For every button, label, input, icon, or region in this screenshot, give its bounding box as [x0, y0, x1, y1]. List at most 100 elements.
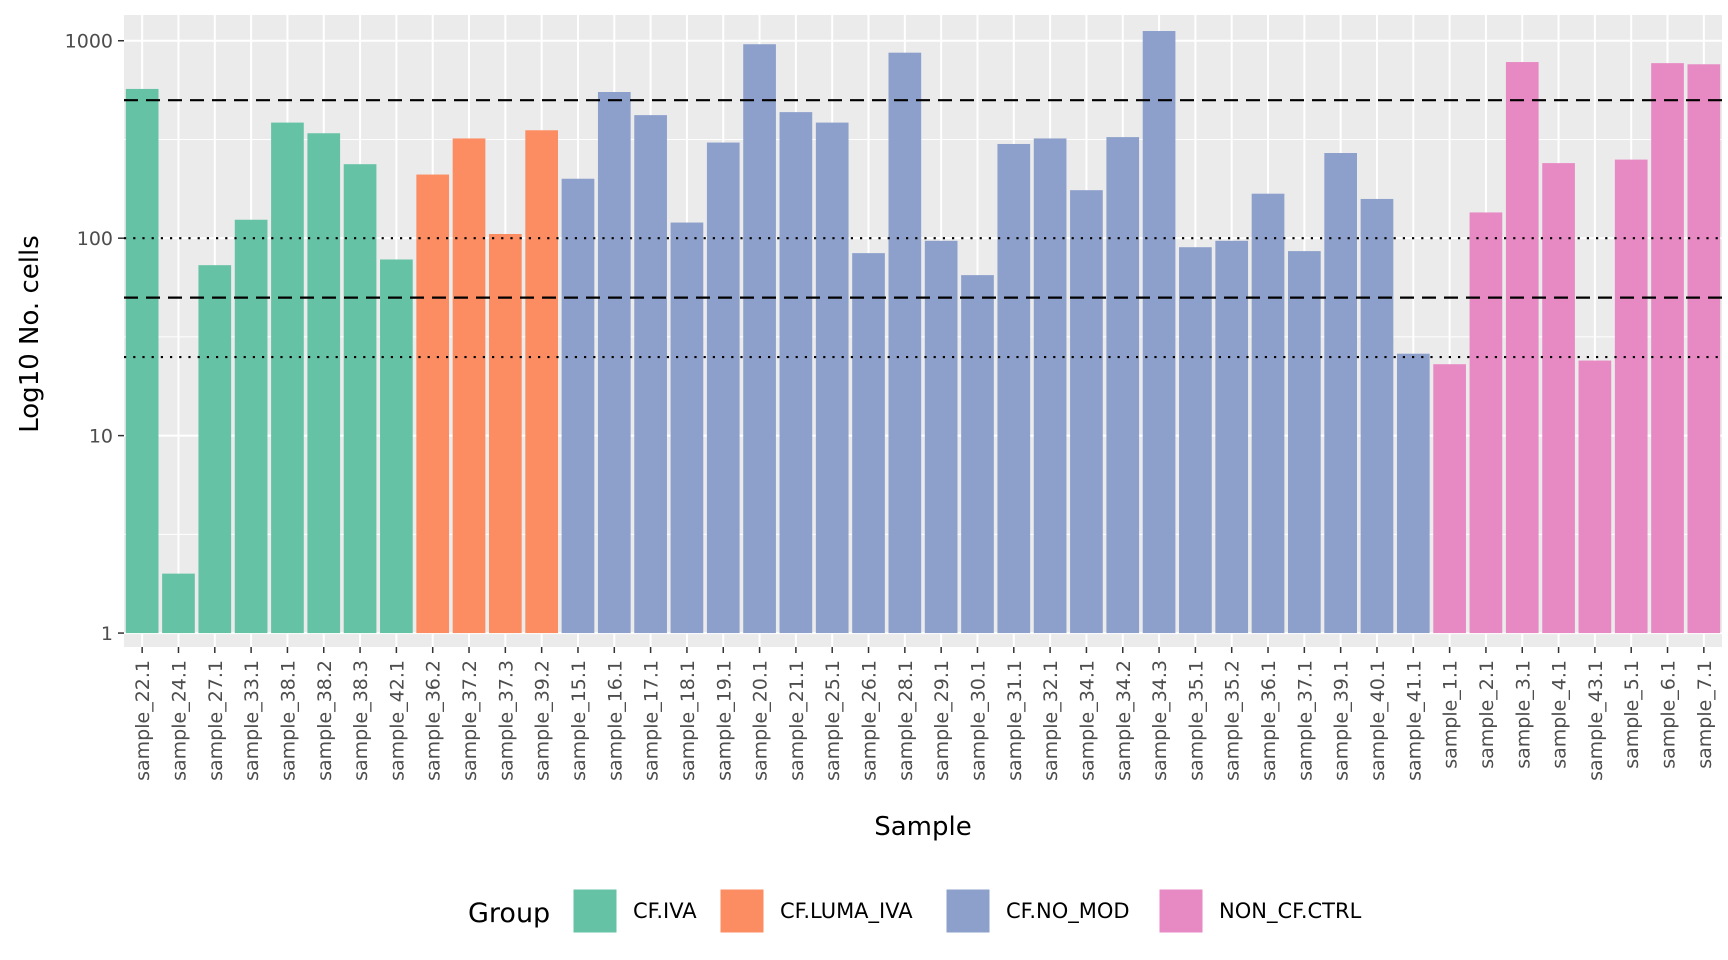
bar-sample_38.2 [307, 133, 341, 634]
x-tick-label: sample_28.1 [895, 660, 917, 781]
x-tick-label: sample_36.2 [423, 660, 445, 781]
bar-sample_35.2 [1215, 240, 1249, 634]
reference-lines [124, 99, 1722, 359]
x-tick-label: sample_31.1 [1004, 660, 1026, 781]
x-tick-label: sample_27.1 [205, 660, 227, 781]
y-axis-title: Log10 No. cells [15, 235, 45, 433]
bar-sample_27.1 [198, 265, 232, 634]
y-tick-label: 1000 [65, 31, 113, 53]
bar-sample_17.1 [634, 115, 667, 634]
bar-sample_37.1 [1287, 251, 1321, 634]
x-tick-label: sample_7.1 [1694, 660, 1716, 769]
bar-sample_34.2 [1106, 137, 1140, 634]
x-tick-label: sample_36.1 [1258, 660, 1280, 781]
x-tick-label: sample_29.1 [931, 660, 953, 781]
bar-sample_33.1 [234, 219, 268, 634]
x-tick-label: sample_30.1 [967, 660, 989, 781]
y-tick-label: 100 [77, 228, 113, 250]
x-tick-label: sample_5.1 [1621, 660, 1643, 769]
x-tick-label: sample_37.1 [1294, 660, 1316, 781]
bar-sample_37.2 [452, 138, 486, 634]
x-tick-label: sample_20.1 [750, 660, 772, 781]
x-tick-label: sample_18.1 [677, 660, 699, 781]
bar-sample_22.1 [125, 88, 159, 634]
bar-sample_29.1 [924, 240, 958, 634]
x-tick-label: sample_35.2 [1222, 660, 1244, 781]
legend-key-CF.LUMA_IVA [719, 888, 765, 934]
x-tick-label: sample_40.1 [1367, 660, 1389, 781]
x-tick-label: sample_37.2 [459, 660, 481, 781]
legend-key-CF.NO_MOD [945, 888, 991, 934]
bar-sample_21.1 [779, 112, 813, 634]
x-tick-label: sample_2.1 [1476, 660, 1498, 769]
legend-label-CF.LUMA_IVA: CF.LUMA_IVA [780, 899, 913, 924]
x-tick-label: sample_38.1 [277, 660, 299, 781]
x-tick-label: sample_38.2 [314, 660, 336, 781]
x-axis: sample_22.1 sample_24.1 sample_27.1 sample_… [132, 647, 1716, 781]
x-tick-label: sample_21.1 [786, 660, 808, 781]
bar-sample_36.1 [1251, 193, 1285, 634]
x-tick-label: sample_22.1 [132, 660, 154, 781]
x-tick-label: sample_38.3 [350, 660, 372, 781]
x-tick-label: sample_42.1 [386, 660, 408, 781]
bar-sample_34.1 [1070, 190, 1103, 634]
x-tick-label: sample_1.1 [1440, 660, 1462, 769]
bar-sample_32.1 [1033, 138, 1067, 634]
bar-sample_31.1 [997, 143, 1031, 634]
bar-sample_16.1 [597, 91, 631, 634]
bar-sample_5.1 [1614, 159, 1648, 634]
y-tick-label: 1 [101, 623, 113, 645]
x-axis-title: Sample [874, 812, 972, 842]
bar-sample_36.2 [416, 174, 450, 634]
legend: Group CF.IVA CF.LUMA_IVA CF.NO_MOD NON_CF.C… [468, 888, 1362, 934]
y-tick-label: 10 [89, 426, 113, 448]
x-tick-label: sample_35.1 [1185, 660, 1207, 781]
x-tick-label: sample_17.1 [641, 660, 663, 781]
legend-label-CF.IVA: CF.IVA [633, 899, 697, 923]
x-tick-label: sample_4.1 [1549, 660, 1571, 769]
bar-sample_19.1 [706, 142, 740, 634]
x-tick-label: sample_15.1 [568, 660, 590, 781]
bar-sample_38.1 [271, 122, 304, 634]
x-tick-label: sample_37.3 [495, 660, 517, 781]
bar-sample_20.1 [743, 44, 776, 634]
legend-title: Group [468, 898, 550, 929]
bar-sample_18.1 [670, 222, 704, 634]
bar-sample_37.3 [488, 233, 522, 634]
bars [125, 31, 1721, 634]
bar-sample_24.1 [162, 573, 195, 634]
bar-sample_1.1 [1433, 364, 1466, 634]
bar-sample_30.1 [961, 275, 994, 634]
y-axis: 1 10 100 1000 [65, 31, 124, 645]
x-tick-label: sample_43.1 [1585, 660, 1607, 781]
bar-sample_15.1 [561, 178, 595, 634]
x-tick-label: sample_32.1 [1040, 660, 1062, 781]
x-tick-label: sample_33.1 [241, 660, 263, 781]
bar-sample_35.1 [1179, 247, 1212, 634]
bar-sample_4.1 [1542, 163, 1575, 634]
bar-sample_43.1 [1578, 360, 1612, 634]
x-tick-label: sample_3.1 [1512, 660, 1534, 769]
bar-sample_41.1 [1396, 353, 1430, 634]
bar-sample_40.1 [1360, 198, 1394, 634]
x-tick-label: sample_34.3 [1149, 660, 1171, 781]
x-tick-label: sample_25.1 [822, 660, 844, 781]
bar-sample_34.3 [1142, 31, 1176, 634]
bar-sample_7.1 [1687, 64, 1721, 634]
x-tick-label: sample_34.2 [1113, 660, 1135, 781]
x-tick-label: sample_24.1 [168, 660, 190, 781]
x-tick-label: sample_39.1 [1331, 660, 1353, 781]
legend-key-NON_CF.CTRL [1158, 888, 1204, 934]
bar-sample_42.1 [380, 259, 413, 634]
legend-key-CF.IVA [572, 888, 618, 934]
x-tick-label: sample_39.2 [532, 660, 554, 781]
x-tick-label: sample_6.1 [1658, 660, 1680, 769]
bar-sample_28.1 [888, 52, 922, 634]
x-tick-label: sample_19.1 [713, 660, 735, 781]
bar-sample_38.3 [343, 164, 377, 634]
x-tick-label: sample_41.1 [1403, 660, 1425, 781]
bar-sample_2.1 [1469, 212, 1503, 634]
bar-sample_6.1 [1651, 63, 1684, 634]
bar-sample_25.1 [815, 122, 849, 634]
